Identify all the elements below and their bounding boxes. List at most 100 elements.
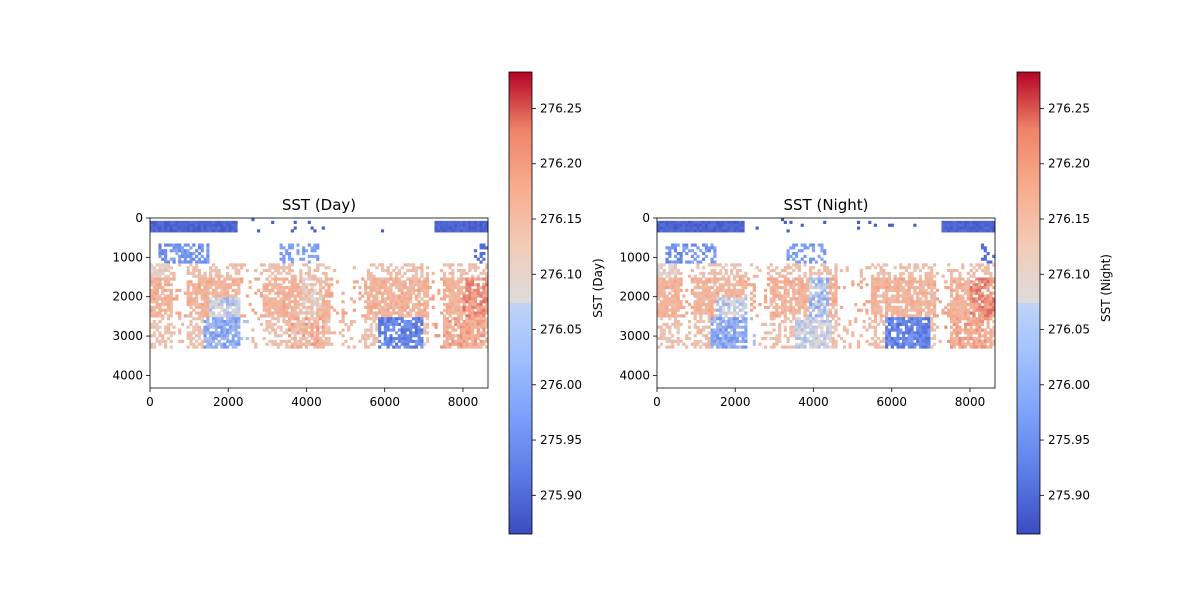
heatmap-cell	[885, 342, 889, 346]
heatmap-cell	[780, 320, 785, 324]
heatmap-cell	[155, 337, 159, 341]
heatmap-cell	[783, 320, 787, 324]
heatmap-cell	[462, 322, 466, 326]
heatmap-cell	[273, 334, 278, 338]
heatmap-cell	[944, 226, 948, 230]
heatmap-cell	[702, 257, 706, 261]
heatmap-cell	[327, 303, 331, 307]
heatmap-cell	[949, 303, 954, 307]
heatmap-cell	[479, 246, 483, 250]
heatmap-cell	[442, 328, 447, 332]
heatmap-cell	[375, 322, 379, 326]
heatmap-cell	[231, 328, 235, 332]
heatmap-cell	[403, 303, 407, 307]
heatmap-cell	[375, 280, 379, 284]
heatmap-cell	[172, 243, 176, 247]
heatmap-cell	[704, 288, 708, 292]
heatmap-cell	[397, 288, 401, 292]
heatmap-cell	[276, 311, 280, 315]
heatmap-cell	[972, 345, 976, 349]
heatmap-cell	[471, 280, 475, 284]
heatmap-cell	[279, 243, 283, 247]
heatmap-cell	[952, 223, 956, 227]
heatmap-cell	[209, 300, 213, 304]
heatmap-cell	[797, 322, 801, 326]
heatmap-cell	[468, 283, 472, 287]
heatmap-cell	[451, 342, 455, 346]
heatmap-cell	[366, 317, 370, 321]
heatmap-cell	[200, 291, 204, 295]
heatmap-cell	[792, 311, 796, 315]
heatmap-cell	[918, 342, 923, 346]
heatmap-cell	[733, 311, 737, 315]
heatmap-cell	[780, 305, 785, 309]
heatmap-cell	[980, 223, 985, 227]
heatmap-cell	[288, 297, 292, 301]
heatmap-cell	[724, 314, 728, 318]
heatmap-cell	[986, 297, 990, 301]
heatmap-cell	[265, 283, 269, 287]
heatmap-cell	[411, 286, 416, 290]
heatmap-cell	[710, 291, 714, 295]
heatmap-cell	[890, 294, 894, 298]
heatmap-cell	[231, 308, 235, 312]
heatmap-cell	[169, 294, 173, 298]
heatmap-cell	[989, 334, 993, 338]
heatmap-cell	[972, 305, 976, 309]
heatmap-cell	[949, 269, 954, 273]
heatmap-cell	[718, 220, 723, 224]
heatmap-cell	[989, 345, 993, 349]
heatmap-cell	[310, 254, 314, 258]
heatmap-cell	[310, 283, 314, 287]
heatmap-cell	[803, 334, 807, 338]
heatmap-cell	[930, 345, 934, 349]
heatmap-cell	[282, 305, 286, 309]
heatmap-cell	[442, 288, 447, 292]
heatmap-cell	[192, 229, 196, 233]
heatmap-cell	[313, 325, 317, 329]
heatmap-cell	[797, 263, 801, 267]
heatmap-cell	[420, 331, 424, 335]
heatmap-cell	[713, 334, 717, 338]
heatmap-cell	[479, 260, 483, 264]
heatmap-cell	[826, 286, 830, 290]
heatmap-cell	[873, 300, 877, 304]
heatmap-cell	[327, 266, 331, 270]
heatmap-cell	[657, 308, 661, 312]
heatmap-cell	[961, 328, 965, 332]
heatmap-cell	[457, 283, 461, 287]
heatmap-cell	[916, 325, 920, 329]
heatmap-cell	[276, 286, 280, 290]
heatmap-cell	[395, 342, 399, 346]
heatmap-cell	[871, 297, 875, 301]
heatmap-cell	[457, 288, 461, 292]
heatmap-cell	[662, 303, 666, 307]
heatmap-cell	[172, 249, 176, 253]
heatmap-cell	[265, 342, 269, 346]
heatmap-cell	[386, 286, 390, 290]
colorbar-gradient	[1016, 71, 1041, 535]
heatmap-cell	[152, 311, 156, 315]
heatmap-cell	[834, 277, 838, 281]
heatmap-cell	[704, 308, 708, 312]
heatmap-cell	[211, 317, 216, 321]
heatmap-cell	[180, 220, 185, 224]
heatmap-cell	[733, 300, 737, 304]
heatmap-cell	[933, 263, 937, 267]
heatmap-cell	[296, 303, 300, 307]
heatmap-cell	[966, 288, 970, 292]
heatmap-cell	[471, 314, 475, 318]
colorbar-tick-label: 275.95	[540, 433, 582, 447]
heatmap-cell	[958, 331, 962, 335]
heatmap-cell	[980, 226, 985, 230]
heatmap-cell	[783, 305, 787, 309]
heatmap-cell	[223, 297, 227, 301]
heatmap-cell	[417, 303, 421, 307]
heatmap-cell	[237, 320, 241, 324]
heatmap-cell	[673, 260, 678, 264]
heatmap-cell	[411, 269, 416, 273]
heatmap-cell	[724, 325, 728, 329]
heatmap-cell	[265, 314, 269, 318]
heatmap-cell	[916, 297, 920, 301]
